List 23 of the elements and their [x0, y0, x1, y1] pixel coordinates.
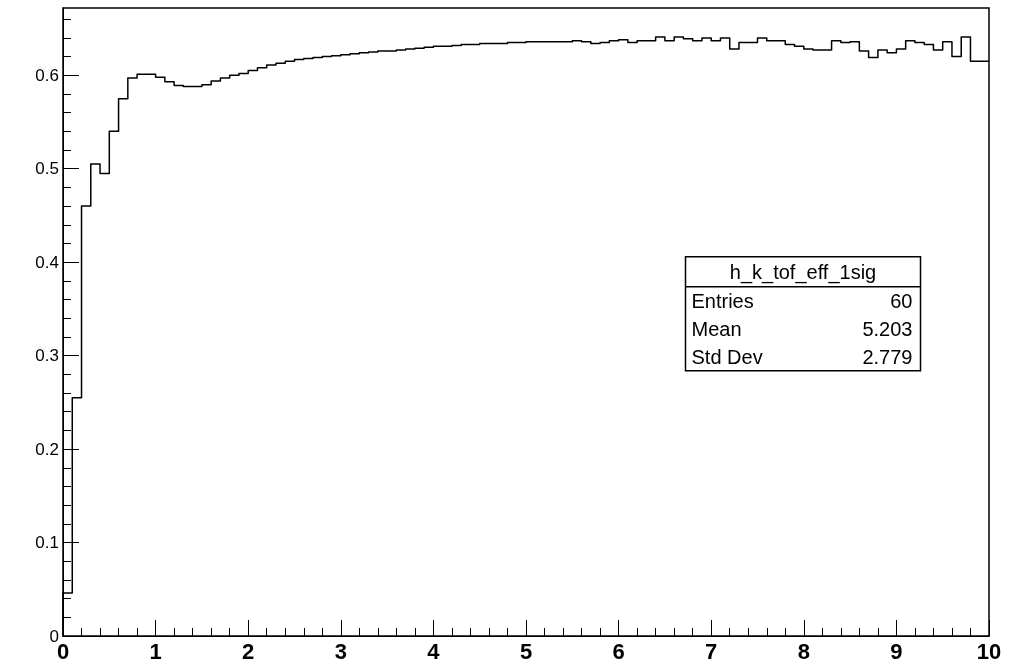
x-tick-label: 1: [149, 638, 162, 663]
x-tick-label: 8: [797, 638, 810, 663]
annotation: Entries: [691, 289, 754, 312]
y-tick-label: 0.2: [35, 439, 59, 459]
y-tick-label: 0.6: [35, 65, 59, 85]
y-tick-label: 0.1: [35, 533, 59, 553]
x-tick-label: 10: [976, 638, 1002, 663]
x-tick-label: 2: [242, 638, 255, 663]
x-tick-label: 9: [890, 638, 903, 663]
annotation: 2.779: [862, 345, 913, 368]
x-tick-label: 4: [427, 638, 441, 663]
y-tick-label: 0.4: [35, 252, 59, 272]
x-tick-label: 5: [519, 638, 533, 663]
annotation: 60: [890, 289, 913, 312]
x-tick-label: 7: [705, 638, 718, 663]
x-tick-label: 3: [334, 638, 347, 663]
x-tick-label: 6: [612, 638, 625, 663]
annotation: 5.203: [862, 317, 913, 340]
y-tick-label: 0.5: [35, 159, 59, 179]
y-tick-label: 0.3: [35, 346, 59, 366]
annotation: h_k_tof_eff_1sig: [729, 260, 877, 284]
annotation: Std Dev: [691, 345, 763, 368]
annotation: Mean: [691, 317, 742, 340]
